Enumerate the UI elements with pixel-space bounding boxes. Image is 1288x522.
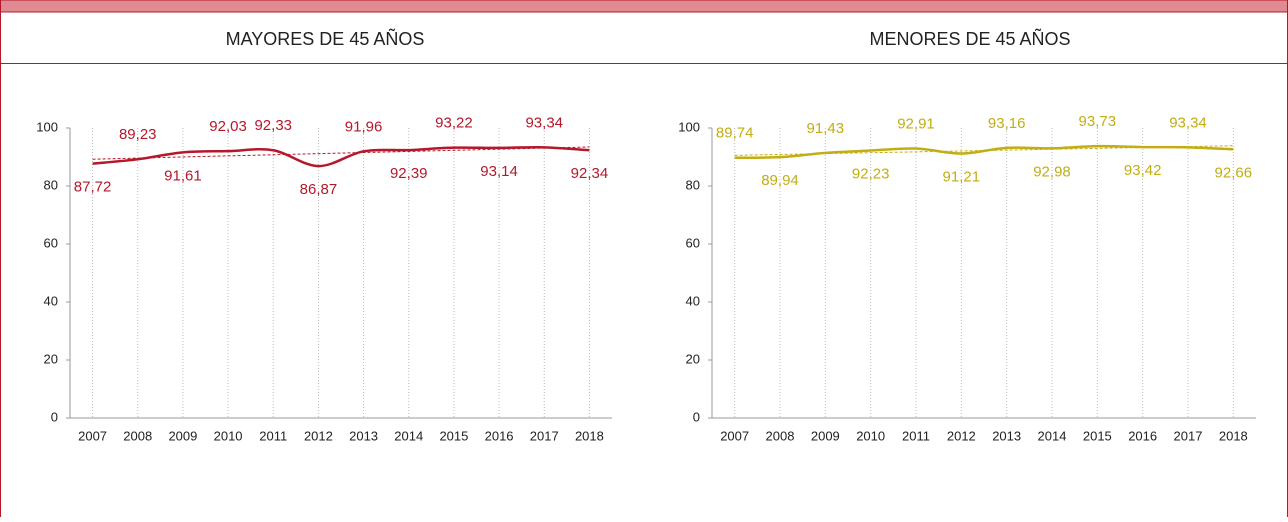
x-tick-label: 2013 bbox=[992, 428, 1021, 443]
y-tick-label: 40 bbox=[44, 293, 58, 308]
data-label: 93,22 bbox=[435, 115, 473, 132]
data-label: 92,03 bbox=[209, 118, 247, 135]
x-tick-label: 2017 bbox=[530, 428, 559, 443]
x-tick-label: 2007 bbox=[78, 428, 107, 443]
data-label: 92,34 bbox=[571, 165, 609, 182]
x-tick-label: 2009 bbox=[811, 428, 840, 443]
data-label: 89,94 bbox=[761, 172, 799, 189]
x-tick-label: 2008 bbox=[766, 428, 795, 443]
chart-title: MENORES DE 45 AÑOS bbox=[869, 28, 1070, 49]
x-tick-label: 2018 bbox=[1219, 428, 1248, 443]
data-line bbox=[734, 144, 1234, 160]
chart-title: MAYORES DE 45 AÑOS bbox=[226, 28, 425, 49]
data-label: 93,16 bbox=[988, 115, 1026, 132]
data-line bbox=[92, 145, 590, 168]
x-tick-label: 2009 bbox=[168, 428, 197, 443]
data-label: 92,91 bbox=[897, 116, 935, 133]
data-label: 92,33 bbox=[254, 117, 292, 134]
x-tick-label: 2013 bbox=[349, 428, 378, 443]
data-label: 91,96 bbox=[345, 118, 383, 135]
top-bar bbox=[0, 0, 1288, 13]
x-tick-label: 2014 bbox=[394, 428, 423, 443]
trendline bbox=[92, 146, 590, 160]
y-tick-label: 100 bbox=[36, 119, 58, 134]
y-tick-label: 20 bbox=[44, 351, 58, 366]
y-tick-label: 0 bbox=[51, 409, 58, 424]
data-label: 93,14 bbox=[480, 163, 518, 180]
data-label: 91,21 bbox=[943, 168, 981, 185]
data-label: 92,66 bbox=[1215, 164, 1253, 181]
x-tick-label: 2018 bbox=[575, 428, 604, 443]
x-tick-label: 2016 bbox=[485, 428, 514, 443]
y-tick-label: 20 bbox=[686, 351, 700, 366]
y-tick-label: 80 bbox=[686, 177, 700, 192]
x-tick-label: 2015 bbox=[439, 428, 468, 443]
y-tick-label: 0 bbox=[693, 409, 700, 424]
data-label: 89,74 bbox=[716, 125, 754, 142]
x-tick-label: 2012 bbox=[304, 428, 333, 443]
x-tick-label: 2016 bbox=[1128, 428, 1157, 443]
data-label: 93,42 bbox=[1124, 162, 1162, 179]
data-label: 92,23 bbox=[852, 166, 890, 183]
x-tick-label: 2008 bbox=[123, 428, 152, 443]
x-tick-label: 2010 bbox=[856, 428, 885, 443]
data-label: 87,72 bbox=[74, 179, 112, 196]
y-tick-label: 60 bbox=[44, 235, 58, 250]
data-label: 86,87 bbox=[300, 181, 338, 198]
y-tick-label: 60 bbox=[686, 235, 700, 250]
y-tick-label: 100 bbox=[678, 119, 700, 134]
data-label: 91,43 bbox=[807, 120, 845, 137]
x-tick-label: 2012 bbox=[947, 428, 976, 443]
data-label: 91,61 bbox=[164, 167, 202, 184]
data-label: 89,23 bbox=[119, 126, 157, 143]
x-tick-label: 2010 bbox=[214, 428, 243, 443]
x-tick-label: 2011 bbox=[902, 428, 930, 443]
x-tick-label: 2011 bbox=[259, 428, 287, 443]
data-label: 92,39 bbox=[390, 165, 428, 182]
x-tick-label: 2007 bbox=[720, 428, 749, 443]
x-tick-label: 2017 bbox=[1174, 428, 1203, 443]
x-tick-label: 2015 bbox=[1083, 428, 1112, 443]
y-tick-label: 40 bbox=[686, 293, 700, 308]
y-tick-label: 80 bbox=[44, 177, 58, 192]
x-tick-label: 2014 bbox=[1038, 428, 1067, 443]
data-label: 93,73 bbox=[1079, 113, 1117, 130]
data-label: 93,34 bbox=[1169, 114, 1207, 131]
data-label: 92,98 bbox=[1033, 163, 1071, 180]
data-label: 93,34 bbox=[525, 114, 563, 131]
